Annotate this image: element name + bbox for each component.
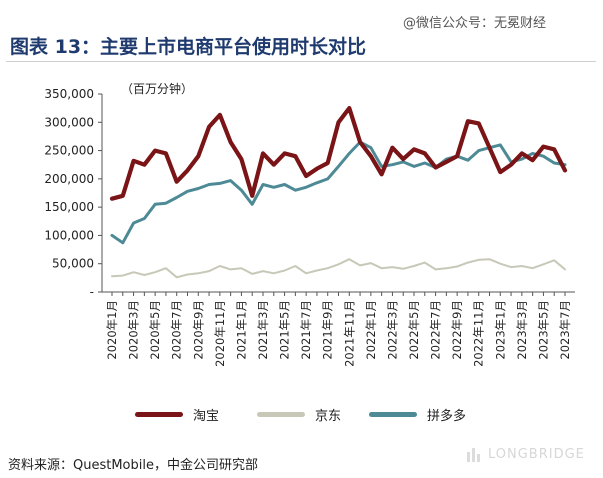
y-tick-label: 350,000 [44, 87, 94, 101]
title-divider [6, 61, 596, 62]
x-tick-label: 2022年11月 [472, 300, 486, 367]
y-tick-label: 200,000 [44, 172, 94, 186]
x-tick-label: 2021年1月 [234, 300, 248, 360]
unit-label: （百万分钟） [121, 82, 194, 96]
x-tick-label: 2023年3月 [515, 300, 529, 360]
source-note: 资料来源：QuestMobile，中金公司研究部 [8, 458, 258, 473]
y-tick-label: 250,000 [44, 144, 94, 158]
legend-swatch-pdd [369, 412, 417, 417]
x-tick-label: 2021年7月 [299, 300, 313, 360]
x-tick-label: 2021年3月 [256, 300, 270, 360]
x-tick-label: 2020年9月 [191, 300, 205, 360]
weixin-watermark: @微信公众号：无冕财经 [403, 16, 547, 31]
x-tick-label: 2021年5月 [278, 300, 292, 360]
legend-label-taobao: 淘宝 [193, 409, 220, 424]
x-tick-label: 2023年1月 [493, 300, 507, 360]
y-tick-label: - [90, 285, 94, 299]
figure-title: 图表 13：主要上市电商平台使用时长对比 [10, 36, 367, 58]
x-tick-label: 2020年3月 [127, 300, 141, 360]
legend-label-jd: 京东 [315, 409, 342, 424]
x-tick-label: 2023年5月 [536, 300, 550, 360]
legend-swatch-taobao [135, 412, 183, 417]
x-tick-label: 2022年1月 [364, 300, 378, 360]
y-tick-label: 300,000 [44, 115, 94, 129]
legend-item-jd: 京东 [257, 405, 341, 424]
x-tick-label: 2020年11月 [213, 300, 227, 367]
x-tick-label: 2020年5月 [148, 300, 162, 360]
legend-label-pdd: 拼多多 [427, 409, 467, 424]
line-chart: - 50,000 100,000 150,000 200,000 250,000 300,0… [44, 87, 575, 367]
legend-item-pdd: 拼多多 [369, 405, 466, 424]
x-tick-label: 2022年3月 [385, 300, 399, 360]
legend-item-taobao: 淘宝 [135, 405, 219, 424]
x-tick-label: 2023年7月 [558, 300, 572, 360]
series-line-taobao [109, 105, 568, 201]
y-tick-label: 100,000 [44, 228, 94, 242]
longbridge-watermark: LONGBRIDGE [466, 446, 585, 462]
x-tick-label: 2022年9月 [450, 300, 464, 360]
x-tick-label: 2021年11月 [342, 300, 356, 367]
chart-legend: 淘宝 京东 拼多多 [0, 405, 603, 425]
x-tick-label: 2022年7月 [429, 300, 443, 360]
longbridge-logo-icon [467, 448, 480, 462]
series-line-jd [111, 258, 566, 279]
legend-swatch-jd [257, 412, 305, 417]
x-tick-label: 2022年5月 [407, 300, 421, 360]
x-tick-label: 2021年9月 [321, 300, 335, 360]
y-tick-label: 50,000 [52, 257, 94, 271]
y-tick-label: 150,000 [44, 200, 94, 214]
longbridge-wordmark: LONGBRIDGE [488, 446, 585, 462]
x-tick-label: 2020年7月 [170, 300, 184, 360]
x-tick-label: 2020年1月 [105, 300, 119, 360]
series-line-pdd [110, 140, 567, 245]
